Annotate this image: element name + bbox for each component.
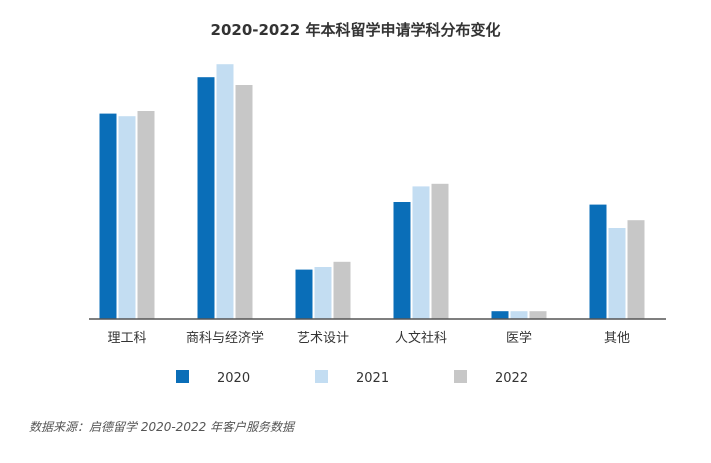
legend-label-2020: 2020	[217, 371, 250, 386]
chart-title: 2020-2022 年本科留学申请学科分布变化	[210, 21, 501, 39]
bar-2020-2	[295, 269, 313, 319]
x-tick-label: 其他	[604, 331, 630, 346]
bar-2022-0	[137, 111, 155, 319]
legend: 2020 2021 2022	[176, 370, 528, 386]
bar-2022-1	[235, 85, 253, 319]
x-tick-label: 商科与经济学	[186, 330, 264, 346]
x-tick-label: 人文社科	[395, 330, 447, 346]
bar-2022-5	[627, 220, 645, 319]
legend-swatch-2020	[176, 370, 189, 383]
legend-label-2022: 2022	[495, 371, 528, 386]
x-tick-labels: 理工科 商科与经济学 艺术设计 人文社科 医学 其他	[107, 330, 630, 346]
bar-2020-1	[197, 77, 215, 319]
x-tick-label: 医学	[506, 330, 532, 346]
bar-2021-5	[608, 228, 626, 319]
bar-2021-4	[510, 311, 528, 319]
source-note: 数据来源：启德留学 2020-2022 年客户服务数据	[29, 420, 295, 434]
bar-2020-4	[491, 311, 509, 319]
bars-group	[99, 64, 645, 319]
bar-2022-3	[431, 183, 449, 319]
bar-2022-4	[529, 311, 547, 319]
legend-swatch-2021	[315, 370, 328, 383]
legend-swatch-2022	[454, 370, 467, 383]
bar-2020-0	[99, 113, 117, 319]
bar-2020-3	[393, 202, 411, 319]
bar-2022-2	[333, 261, 351, 319]
x-tick-label: 艺术设计	[297, 331, 349, 346]
legend-label-2021: 2021	[356, 371, 389, 386]
bar-2020-5	[589, 204, 607, 319]
bar-2021-2	[314, 267, 332, 319]
bar-2021-3	[412, 186, 430, 319]
bar-2021-0	[118, 116, 136, 319]
x-tick-label: 理工科	[107, 331, 146, 346]
bar-2021-1	[216, 64, 234, 319]
